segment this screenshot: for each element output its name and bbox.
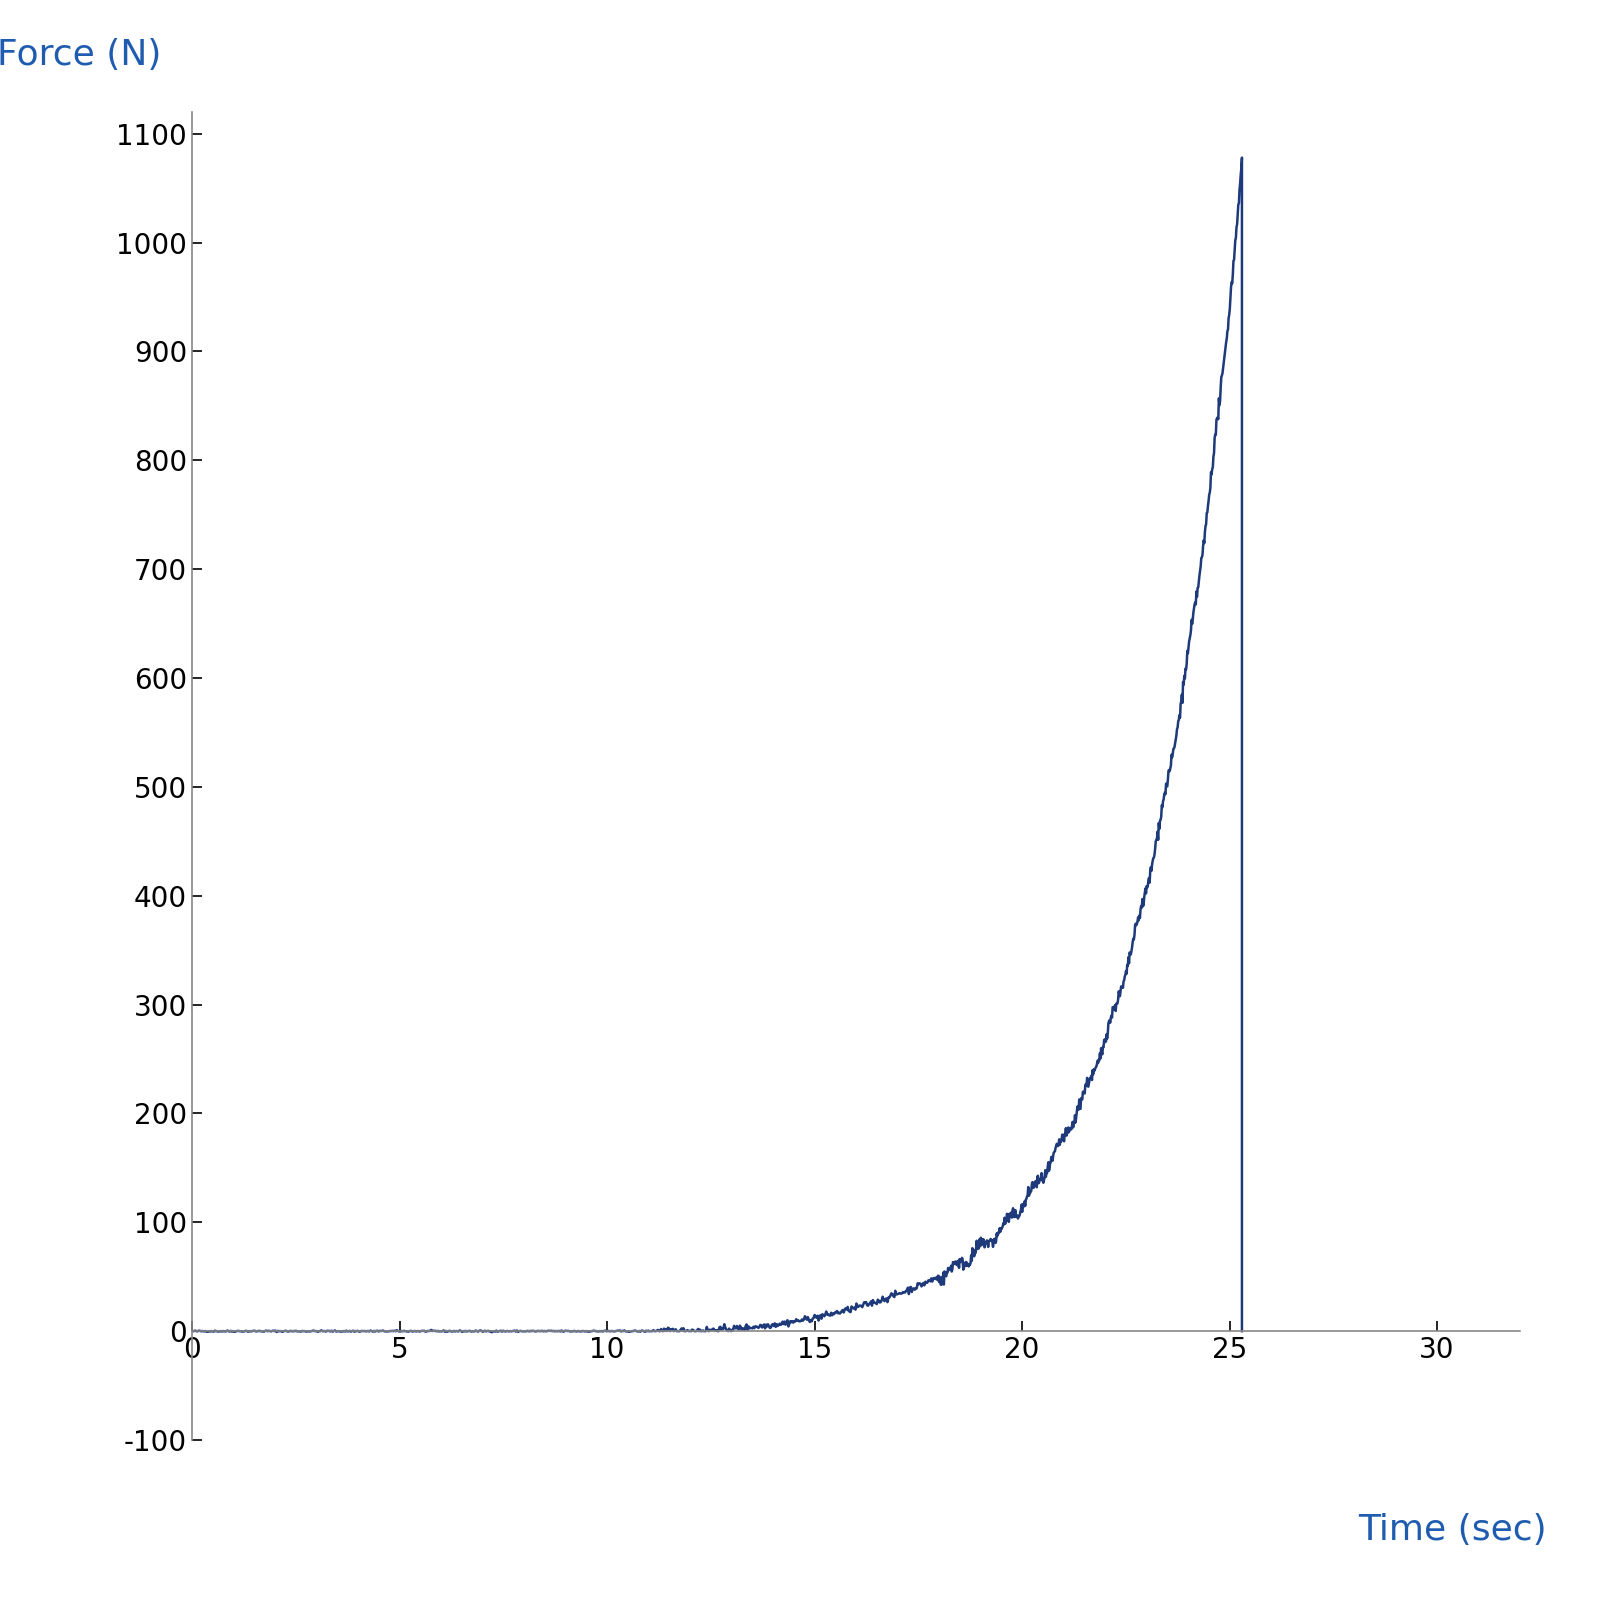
X-axis label: Time (sec): Time (sec): [1358, 1514, 1547, 1547]
Y-axis label: Force (N): Force (N): [0, 38, 162, 72]
